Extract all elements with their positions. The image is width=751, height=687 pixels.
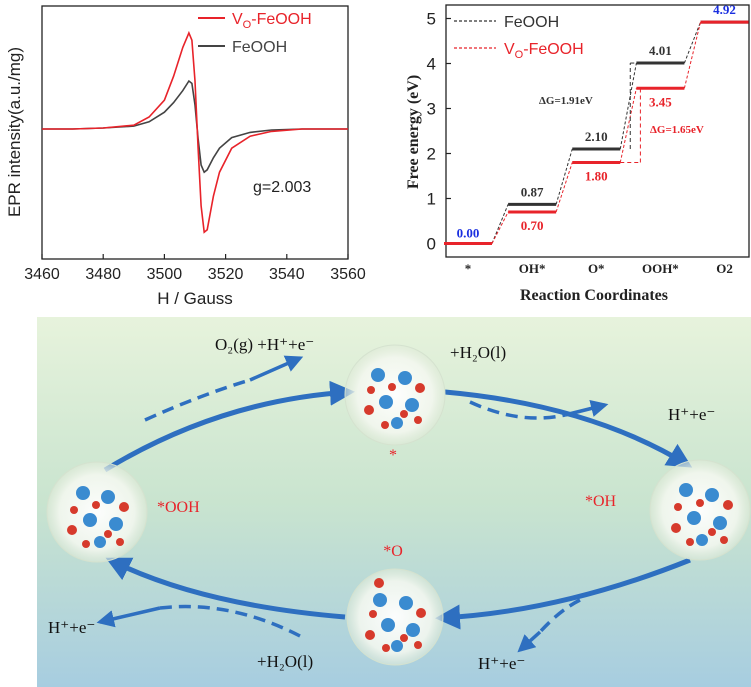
catalyst-top (344, 344, 446, 446)
energy-legend-feooh: FeOOH (504, 14, 559, 31)
atom-cluster (365, 578, 426, 652)
energy-value-labels: 0.00 0.87 0.70 2.10 1.80 4.01 3.45 4.92 (457, 2, 736, 240)
label-o2-release: O₂(g) +H⁺+e⁻ (215, 335, 314, 354)
energy-y-ticks: 0 1 2 3 4 5 (427, 10, 451, 254)
energy-value-label: 3.45 (649, 94, 672, 109)
epr-g-annotation: g=2.003 (253, 179, 311, 196)
epr-x-label: H / Gauss (157, 289, 233, 308)
epr-legend: VO-FeOOH FeOOH (198, 11, 312, 56)
epr-y-label: EPR intensity(a.u./mg) (5, 47, 24, 217)
energy-x-tick-label: OOH* (642, 261, 679, 276)
energy-chart: 0 1 2 3 4 5 * OH* O* OOH* O2 0.00 0.87 0.70 2.10 1.80… (405, 2, 750, 304)
energy-y-tick-label: 1 (427, 190, 436, 209)
energy-y-tick-label: 3 (427, 100, 436, 119)
atom-cluster (364, 368, 425, 429)
energy-value-label: 0.87 (521, 184, 544, 199)
label-h-e-right: H⁺+e⁻ (668, 405, 715, 424)
energy-connector (491, 211, 509, 244)
state-label-bottom: *O (383, 543, 403, 560)
energy-legend: FeOOH VO-FeOOH (454, 14, 584, 61)
mechanism-background (37, 317, 751, 687)
epr-x-tick-label: 3500 (147, 266, 183, 283)
atom-cluster (67, 486, 129, 548)
energy-value-label: 2.10 (585, 129, 608, 144)
epr-legend-vo: VO-FeOOH (232, 11, 312, 31)
energy-delta-red: ΔG=1.65eV (650, 124, 704, 136)
energy-value-label: 0.70 (521, 218, 544, 233)
label-h2o-bottom: +H₂O(l) (257, 652, 313, 671)
energy-series (444, 20, 749, 245)
label-h2o-top: +H₂O(l) (450, 343, 506, 362)
label-h-e-bottom-right: H⁺+e⁻ (478, 654, 525, 673)
energy-x-tick-label: * (465, 261, 472, 276)
state-label-left: *OOH (157, 499, 200, 516)
catalyst-right (649, 459, 751, 561)
epr-x-tick-label: 3460 (24, 266, 60, 283)
epr-x-ticks: 3460 3480 3500 3520 3540 3560 (24, 254, 366, 283)
atom-cluster (671, 483, 733, 546)
epr-x-tick-label: 3560 (330, 266, 366, 283)
epr-x-tick-label: 3520 (208, 266, 244, 283)
energy-y-tick-label: 5 (427, 10, 436, 29)
energy-legend-vo: VO-FeOOH (504, 41, 584, 61)
energy-x-tick-label: OH* (519, 261, 546, 276)
label-h-e-left: H⁺+e⁻ (48, 618, 95, 637)
epr-series (42, 30, 348, 234)
energy-value-label: 1.80 (585, 169, 608, 184)
epr-plot-frame (41, 5, 349, 260)
catalyst-bottom (346, 568, 444, 666)
state-label-right: *OH (585, 493, 617, 510)
epr-x-tick-label: 3480 (85, 266, 121, 283)
energy-connector (555, 148, 573, 205)
energy-x-tick-label: O2 (716, 261, 733, 276)
energy-y-tick-label: 4 (427, 55, 436, 74)
state-label-top: * (389, 447, 397, 464)
energy-connector (619, 62, 637, 150)
energy-value-label: 0.00 (457, 226, 480, 241)
epr-chart: 3460 3480 3500 3520 3540 3560 H / Gauss EPR i… (5, 5, 366, 308)
energy-x-label: Reaction Coordinates (520, 287, 668, 304)
epr-series-line (42, 30, 348, 234)
energy-value-label: 4.92 (713, 2, 736, 17)
energy-connector (555, 162, 573, 213)
energy-connector (491, 204, 509, 244)
epr-legend-feooh: FeOOH (232, 39, 287, 56)
energy-value-label: 4.01 (649, 43, 672, 58)
catalyst-left (46, 461, 148, 563)
energy-plot-frame (445, 4, 750, 258)
energy-connector (683, 21, 702, 89)
side-arrows (96, 355, 609, 653)
energy-x-ticks: * OH* O* OOH* O2 (465, 261, 733, 276)
energy-connector (683, 21, 701, 64)
energy-y-tick-label: 0 (427, 235, 436, 254)
energy-x-tick-label: O* (588, 261, 605, 276)
cycle-ellipse (103, 380, 693, 630)
energy-connector (619, 88, 637, 163)
energy-y-label: Free energy (eV) (405, 75, 422, 189)
energy-y-tick-label: 2 (427, 145, 436, 164)
epr-x-tick-label: 3540 (269, 266, 305, 283)
energy-delta-black: ΔG=1.91eV (539, 95, 593, 107)
